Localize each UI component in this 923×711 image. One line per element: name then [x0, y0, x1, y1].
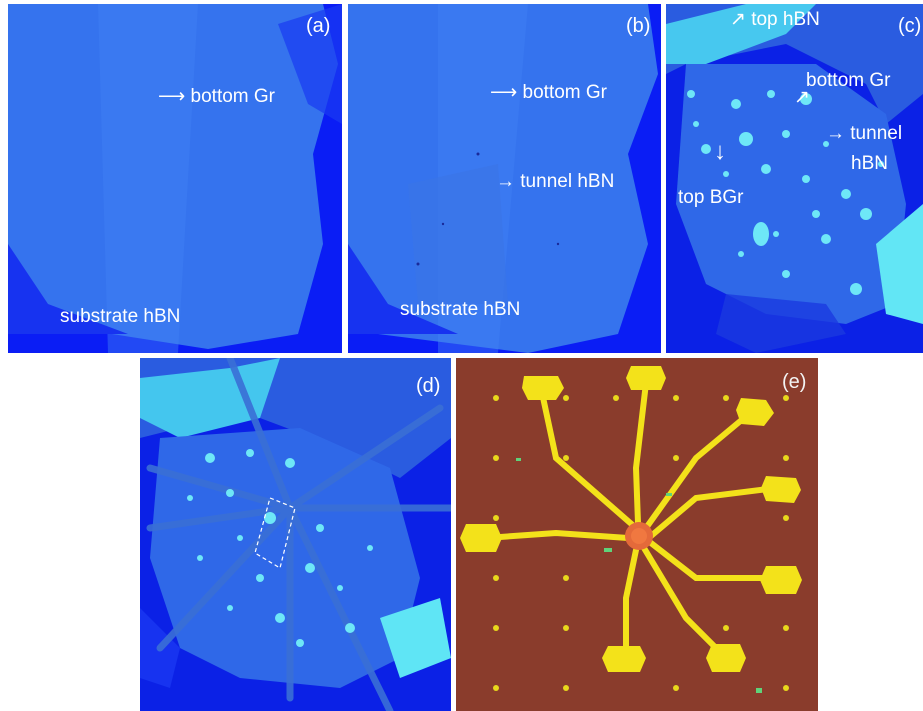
annotation-tunnel-c-line2: hBN: [851, 153, 888, 174]
arrow-up-right-icon: ↗: [730, 9, 746, 30]
arrow-up-right-icon: ↗: [794, 87, 810, 108]
annotation-bottom-gr-c: bottom Gr: [806, 70, 891, 91]
annotation-tunnel-hbn-b: → tunnel hBN: [496, 171, 615, 192]
annotation-bottom-gr-b: ⟶ bottom Gr: [490, 82, 608, 103]
panel-a-label: (a): [306, 15, 331, 37]
arrow-down-icon: ↓: [714, 138, 726, 165]
annotation-top-bgr-c: top BGr: [678, 187, 744, 208]
panel-d: (d): [140, 358, 451, 711]
panel-b: (b) ⟶ bottom Gr → tunnel hBN substrate h…: [348, 4, 661, 353]
panel-b-label: (b): [626, 15, 651, 37]
arrow-right-icon: ⟶: [490, 82, 518, 103]
panel-d-label: (d): [416, 375, 441, 397]
arrow-right-icon: →: [826, 123, 845, 144]
panel-e: (e): [456, 358, 818, 711]
panel-b-image: [348, 4, 661, 353]
panel-a-image: [8, 4, 342, 353]
annotation-top-hbn-c: ↗ top hBN: [730, 9, 820, 30]
annotation-substrate-hbn-a: substrate hBN: [60, 306, 181, 327]
panel-c: (c) ↗ top hBN bottom Gr ↗ → tunnel hBN ↓…: [666, 4, 923, 353]
panel-d-image: [140, 358, 451, 711]
annotation-bottom-gr-a: ⟶ bottom Gr: [158, 86, 276, 107]
arrow-right-icon: →: [496, 171, 515, 192]
panel-e-image: [456, 358, 818, 711]
panel-a: (a) ⟶ bottom Gr substrate hBN: [8, 4, 342, 353]
arrow-right-icon: ⟶: [158, 86, 186, 107]
panel-e-label: (e): [782, 371, 807, 393]
panel-c-image: [666, 4, 923, 353]
annotation-substrate-hbn-b: substrate hBN: [400, 299, 521, 320]
annotation-tunnel-c-line1: → tunnel: [826, 123, 903, 144]
panel-c-label: (c): [898, 15, 922, 37]
